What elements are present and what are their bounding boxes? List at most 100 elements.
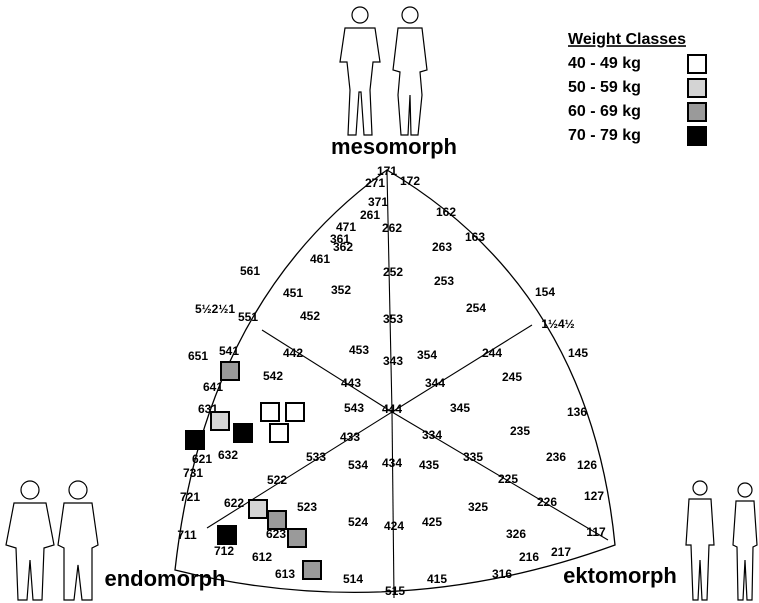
somatotype-label: 163 (465, 230, 485, 244)
somatotype-label: 371 (368, 195, 388, 209)
somatotype-label: 524 (348, 515, 368, 529)
somatotype-label: 335 (463, 450, 483, 464)
somatotype-label: 452 (300, 309, 320, 323)
figure-mesomorph (339, 6, 428, 136)
somatotype-label: 434 (382, 456, 402, 470)
somatotype-label: 534 (348, 458, 368, 472)
somatotype-label: 424 (384, 519, 404, 533)
subject-marker (302, 560, 322, 580)
axes (206, 171, 609, 599)
subject-marker (220, 361, 240, 381)
somatotype-label: 711 (177, 528, 197, 542)
somatotype-label: 344 (425, 376, 445, 390)
somatotype-label: 561 (240, 264, 260, 278)
somatotype-label: 253 (434, 274, 454, 288)
somatotype-label: 236 (546, 450, 566, 464)
somatotype-label: 444 (382, 402, 402, 416)
legend-swatch (687, 102, 707, 122)
somatotype-label: 127 (584, 489, 604, 503)
somatotype-label: 543 (344, 401, 364, 415)
somatotype-label: 162 (436, 205, 456, 219)
somatotype-label: 261 (360, 208, 380, 222)
somatotype-label: 523 (297, 500, 317, 514)
somatotype-label: 343 (383, 354, 403, 368)
legend-swatch (687, 78, 707, 98)
somatotype-label: 541 (219, 344, 239, 358)
somatotype-label: 612 (252, 550, 272, 564)
somatotype-label: 731 (183, 466, 203, 480)
chart-outline (174, 169, 616, 594)
legend-swatch (687, 54, 707, 74)
somatotype-label: 651 (188, 349, 208, 363)
somatotype-label: 353 (383, 312, 403, 326)
somatotype-label: 623 (266, 527, 286, 541)
pole-label: ektomorph (563, 563, 677, 588)
somatotype-label: 533 (306, 450, 326, 464)
legend-title: Weight Classes (568, 31, 686, 48)
somatotype-label: 451 (283, 286, 303, 300)
legend: 40 - 49 kg 50 - 59 kg 60 - 69 kg 70 - 79 kg (568, 54, 707, 146)
somatotype-label: 442 (283, 346, 303, 360)
somatotype-label: 453 (349, 343, 369, 357)
subject-marker (287, 528, 307, 548)
somatotype-label: 217 (551, 545, 571, 559)
somatotype-label: 244 (482, 346, 502, 360)
subject-markers (185, 361, 322, 580)
somatotype-label: 263 (432, 240, 452, 254)
somatotype-label: 471 (336, 220, 356, 234)
legend-label: 60 - 69 kg (568, 103, 641, 120)
somatotype-label: 271 (365, 176, 385, 190)
somatotype-label: 522 (267, 473, 287, 487)
somatotype-label: 145 (568, 346, 588, 360)
somatotype-label: 252 (383, 265, 403, 279)
figure-ektomorph (685, 480, 758, 601)
somatotype-label: 352 (331, 283, 351, 297)
somatotype-label: 216 (519, 550, 539, 564)
somatotype-label: 415 (427, 572, 447, 586)
subject-marker (285, 402, 305, 422)
subject-marker (269, 423, 289, 443)
subject-marker (233, 423, 253, 443)
somatotype-label: 225 (498, 472, 518, 486)
subject-marker (267, 510, 287, 530)
subject-marker (260, 402, 280, 422)
somatotype-label: 172 (400, 174, 420, 188)
somatotype-label: 461 (310, 252, 330, 266)
somatotype-label: 551 (238, 310, 258, 324)
somatotype-label: 622 (224, 496, 244, 510)
somatotype-label: 262 (382, 221, 402, 235)
somatotype-label: 316 (492, 567, 512, 581)
somatotype-label: 254 (466, 301, 486, 315)
somatotype-label: 621 (192, 452, 212, 466)
somatotype-label: 362 (333, 240, 353, 254)
somatotype-label: 226 (537, 495, 557, 509)
somatotype-label: 5½2½1 (195, 302, 235, 316)
somatotype-label: 632 (218, 448, 238, 462)
figure-endomorph (5, 480, 99, 601)
somatotype-label: 361 (330, 232, 350, 246)
somatotype-label: 443 (341, 376, 361, 390)
somatotype-label: 235 (510, 424, 530, 438)
somatotype-label: 712 (214, 544, 234, 558)
somatotype-label: 345 (450, 401, 470, 415)
somatotype-label: 117 (586, 525, 606, 539)
subject-marker (185, 430, 205, 450)
somatotype-label: 542 (263, 369, 283, 383)
somatotype-label: 515 (385, 584, 405, 598)
somatotype-label: 641 (203, 380, 223, 394)
subject-marker (248, 499, 268, 519)
somatotype-label: 613 (275, 567, 295, 581)
somatotype-label: 136 (567, 405, 587, 419)
legend-swatch (687, 126, 707, 146)
legend-label: 50 - 59 kg (568, 79, 641, 96)
somatotype-label: 126 (577, 458, 597, 472)
legend-label: 70 - 79 kg (568, 127, 641, 144)
pole-label: mesomorph (331, 134, 457, 159)
somatotype-label: 721 (180, 490, 200, 504)
somatotype-label: 154 (535, 285, 555, 299)
legend-label: 40 - 49 kg (568, 55, 641, 72)
somatotype-label: 514 (343, 572, 363, 586)
pole-label: endomorph (105, 566, 226, 591)
